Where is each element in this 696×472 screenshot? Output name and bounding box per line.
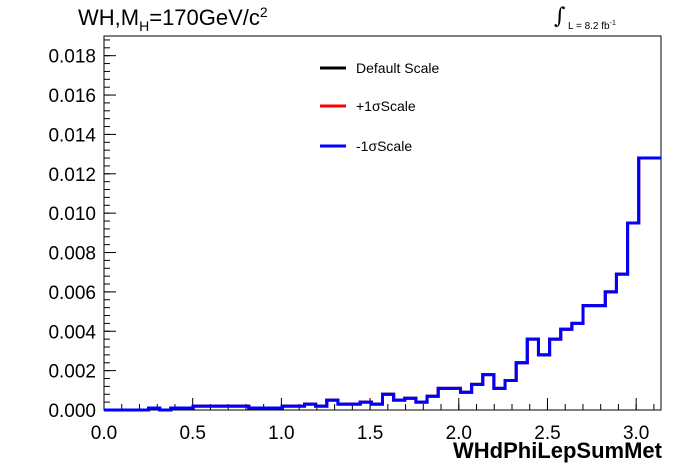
y-tick-label: 0.008 [48, 244, 96, 265]
series-line [104, 156, 661, 412]
x-tick-label: 1.0 [268, 423, 294, 444]
y-tick-label: 0.016 [48, 86, 96, 107]
legend-label: +1σScale [356, 98, 416, 114]
y-tick-label: 0.006 [48, 283, 96, 304]
series-line [104, 156, 661, 412]
integral-symbol: ∫ [554, 4, 566, 29]
chart-title: WH,MH=170GeV/c2 [78, 4, 268, 34]
y-tick-label: 0.004 [48, 322, 96, 343]
x-tick-label: 2.5 [534, 423, 560, 444]
x-tick-label: 0.0 [91, 423, 117, 444]
y-tick-label: 0.002 [48, 362, 96, 383]
x-axis-label: WHdPhiLepSumMet [453, 438, 662, 463]
y-tick-label: 0.012 [48, 165, 96, 186]
legend-label: -1σScale [356, 138, 412, 154]
legend-label: Default Scale [356, 60, 439, 76]
y-tick-label: 0.018 [48, 47, 96, 68]
x-tick-label: 2.0 [446, 423, 472, 444]
x-tick-label: 3.0 [623, 423, 649, 444]
series-line [104, 156, 661, 412]
y-tick-label: 0.014 [48, 125, 96, 146]
x-tick-label: 1.5 [357, 423, 383, 444]
x-tick-label: 0.5 [179, 423, 205, 444]
y-tick-label: 0.000 [48, 401, 96, 422]
y-tick-label: 0.010 [48, 204, 96, 225]
plot-frame [103, 35, 662, 411]
